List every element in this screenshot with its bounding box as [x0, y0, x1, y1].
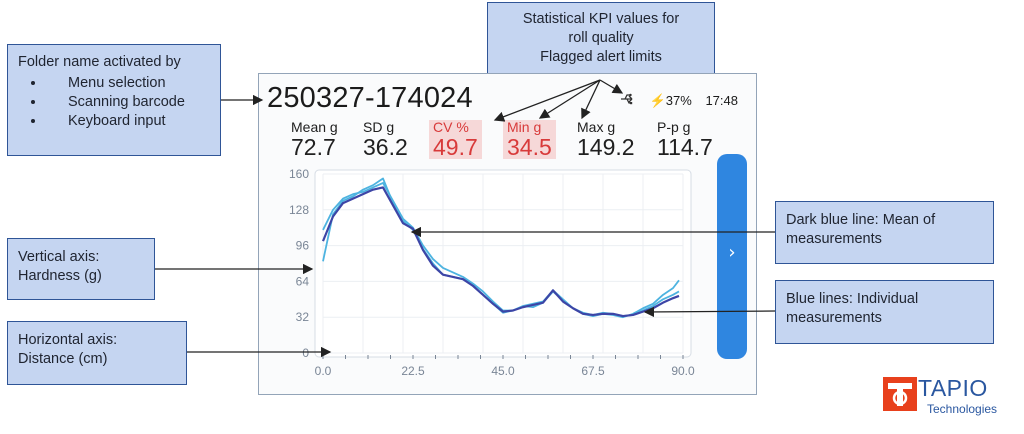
device-screen: 250327-174024 ⚡37% 17:48 Mean g 72.7 SD … — [258, 73, 757, 395]
kpi-label: Mean g — [291, 119, 338, 135]
kpi-label: Max g — [577, 119, 616, 135]
status-bar: ⚡37% 17:48 — [610, 93, 738, 109]
battery-level: 37% — [665, 93, 692, 108]
next-page-button[interactable]: › — [717, 154, 747, 359]
kpi-mean: Mean g 72.7 — [291, 119, 338, 160]
battery-indicator: ⚡37% — [650, 93, 692, 108]
y-tick-label: 128 — [289, 203, 309, 217]
mean-line-callout: Dark blue line: Mean of measurements — [775, 201, 994, 264]
callout-bullet-list: Menu selection Scanning barcode Keyboard… — [18, 74, 210, 131]
callout-line: Hardness (g) — [18, 268, 102, 284]
callout-bullet: Menu selection — [46, 74, 210, 93]
y-tick-label: 32 — [296, 310, 310, 324]
x-tick-label: 90.0 — [671, 364, 695, 378]
chart-plot-area — [314, 169, 692, 358]
kpi-callout: Statistical KPI values for roll quality … — [487, 2, 715, 80]
callout-line: Blue lines: Individual — [786, 291, 919, 307]
callout-line: Dark blue line: Mean of — [786, 212, 936, 228]
kpi-value: 149.2 — [577, 134, 635, 160]
kpi-label: CV % — [433, 119, 469, 135]
x-tick-label: 67.5 — [581, 364, 605, 378]
x-tick-label: 0.0 — [315, 364, 332, 378]
x-tick-label: 22.5 — [401, 364, 425, 378]
kpi-label: P-p g — [657, 119, 691, 135]
callout-line: Flagged alert limits — [540, 49, 662, 65]
kpi-value: 34.5 — [507, 134, 552, 160]
kpi-peak-to-peak: P-p g 114.7 — [657, 119, 713, 160]
folder-name-callout: Folder name activated by Menu selection … — [7, 44, 221, 156]
tapio-logo: TAPIO Technologies — [880, 373, 1020, 423]
callout-line: Statistical KPI values for — [522, 11, 680, 27]
callout-line: measurements — [786, 310, 882, 326]
chevron-right-icon: › — [728, 242, 736, 263]
callout-line: Distance (cm) — [18, 351, 108, 367]
callout-line: roll quality — [568, 30, 634, 46]
clock: 17:48 — [705, 93, 738, 108]
callout-line: measurements — [786, 231, 882, 247]
kpi-label: Min g — [507, 119, 542, 135]
folder-name-title[interactable]: 250327-174024 — [267, 82, 473, 114]
callout-line: Vertical axis: — [18, 249, 100, 265]
kpi-max: Max g 149.2 — [577, 119, 635, 160]
kpi-cv-alert: CV % 49.7 — [429, 120, 482, 159]
callout-line: Horizontal axis: — [18, 332, 118, 348]
horizontal-axis-callout: Horizontal axis: Distance (cm) — [7, 321, 187, 385]
mean-series-line — [321, 186, 680, 318]
hardness-chart: 0 32 64 96 128 160 0.0 22.5 45.0 67.5 90.0 — [289, 167, 695, 378]
kpi-value: 114.7 — [657, 134, 713, 160]
individual-lines-callout: Blue lines: Individual measurements — [775, 280, 994, 344]
kpi-sd: SD g 36.2 — [363, 119, 408, 160]
logo-wordmark: TAPIO — [918, 375, 988, 401]
kpi-value: 36.2 — [363, 134, 408, 160]
callout-title: Folder name activated by — [18, 54, 181, 70]
kpi-value: 49.7 — [433, 134, 478, 160]
x-tick-label: 45.0 — [491, 364, 515, 378]
usb-icon — [620, 93, 640, 108]
individual-series-line — [322, 177, 680, 319]
callout-bullet: Scanning barcode — [46, 93, 210, 112]
kpi-min-alert: Min g 34.5 — [503, 120, 556, 159]
tapio-logo-mark — [883, 377, 917, 411]
kpi-label: SD g — [363, 119, 395, 135]
vertical-axis-callout: Vertical axis: Hardness (g) — [7, 238, 155, 300]
y-tick-label: 96 — [296, 239, 310, 253]
callout-bullet: Keyboard input — [46, 112, 210, 131]
y-tick-label: 64 — [296, 274, 310, 288]
y-tick-label: 0 — [302, 346, 309, 360]
y-tick-label: 160 — [289, 167, 309, 181]
bolt-icon: ⚡ — [649, 93, 666, 108]
kpi-value: 72.7 — [291, 134, 336, 160]
logo-subtitle: Technologies — [927, 402, 998, 416]
